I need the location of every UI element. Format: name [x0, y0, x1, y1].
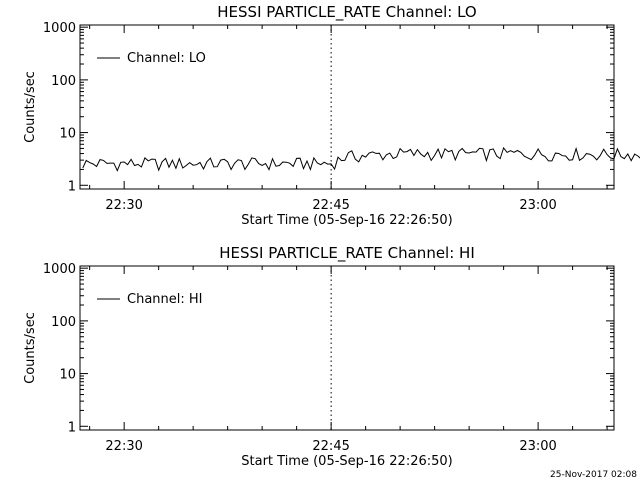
y-tick-label: 1 — [68, 179, 76, 194]
x-tick-label: 23:00 — [519, 439, 556, 454]
chart-title: HESSI PARTICLE_RATE Channel: LO — [217, 3, 476, 22]
y-tick-label: 1 — [68, 420, 76, 435]
y-tick-label: 100 — [51, 315, 76, 330]
x-axis-label: Start Time (05-Sep-16 22:26:50) — [241, 454, 452, 469]
y-tick-label: 10 — [59, 368, 76, 383]
y-tick-label: 10 — [59, 127, 76, 142]
panel-hi: HESSI PARTICLE_RATE Channel: HI 22:30 22:4… — [23, 244, 615, 469]
x-axis-label: Start Time (05-Sep-16 22:26:50) — [241, 213, 452, 228]
x-tick-label: 22:30 — [105, 439, 142, 454]
y-tick-label: 100 — [51, 74, 76, 89]
footer-timestamp: 25-Nov-2017 02:08 — [550, 470, 637, 480]
plot-frame — [79, 24, 615, 190]
y-axis-label: Counts/sec — [23, 71, 38, 143]
chart-title: HESSI PARTICLE_RATE Channel: HI — [219, 244, 475, 263]
x-tick-label: 22:45 — [312, 439, 349, 454]
x-tick-label: 22:45 — [312, 198, 349, 213]
panel-lo: HESSI PARTICLE_RATE Channel: LO 22:30 22:4… — [23, 3, 640, 228]
legend-label: Channel: HI — [127, 292, 203, 307]
y-tick-label: 1000 — [43, 262, 76, 277]
y-tick-label: 1000 — [43, 21, 76, 36]
y-axis-label: Counts/sec — [23, 312, 38, 384]
x-tick-label: 22:30 — [105, 198, 142, 213]
plot-frame — [79, 265, 615, 431]
series-line — [82, 146, 640, 172]
legend-label: Channel: LO — [127, 51, 206, 66]
x-tick-label: 23:00 — [519, 198, 556, 213]
